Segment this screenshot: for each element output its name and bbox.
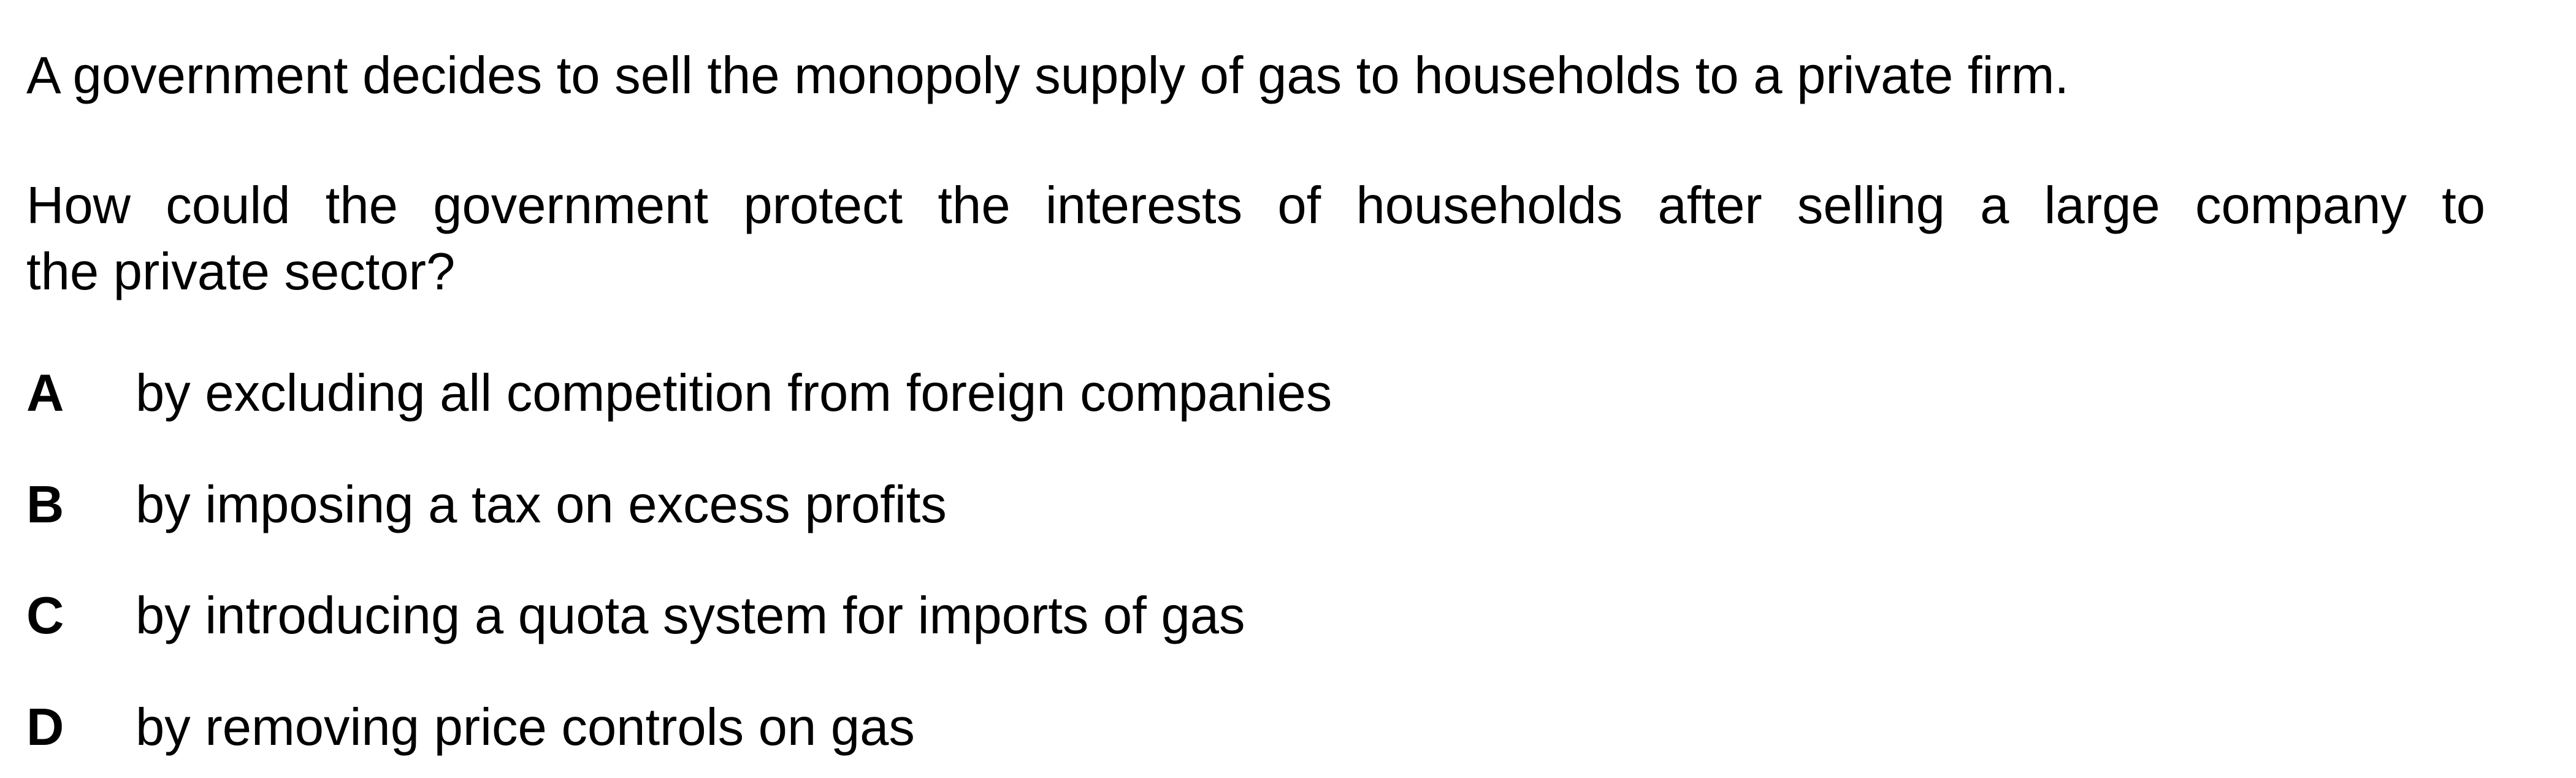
option-text: by introducing a quota system for import… — [136, 587, 1245, 645]
option-c: C by introducing a quota system for impo… — [26, 583, 1866, 649]
option-d: D by removing price controls on gas — [26, 695, 1866, 761]
question-stem: How could the government protect the int… — [26, 173, 2485, 305]
question-stem-line-1: How could the government protect the int… — [26, 177, 2485, 235]
option-letter: A — [26, 364, 64, 422]
question-intro: A government decides to sell the monopol… — [26, 47, 2070, 105]
option-text: by excluding all competition from foreig… — [136, 364, 1332, 422]
option-letter: C — [26, 587, 64, 645]
option-letter: B — [26, 476, 64, 534]
option-a: A by excluding all competition from fore… — [26, 360, 1866, 427]
option-letter: D — [26, 698, 64, 757]
option-text: by removing price controls on gas — [136, 698, 915, 757]
option-b: B by imposing a tax on excess profits — [26, 472, 1866, 538]
question-stem-line-2: the private sector? — [26, 243, 456, 301]
option-text: by imposing a tax on excess profits — [136, 476, 947, 534]
